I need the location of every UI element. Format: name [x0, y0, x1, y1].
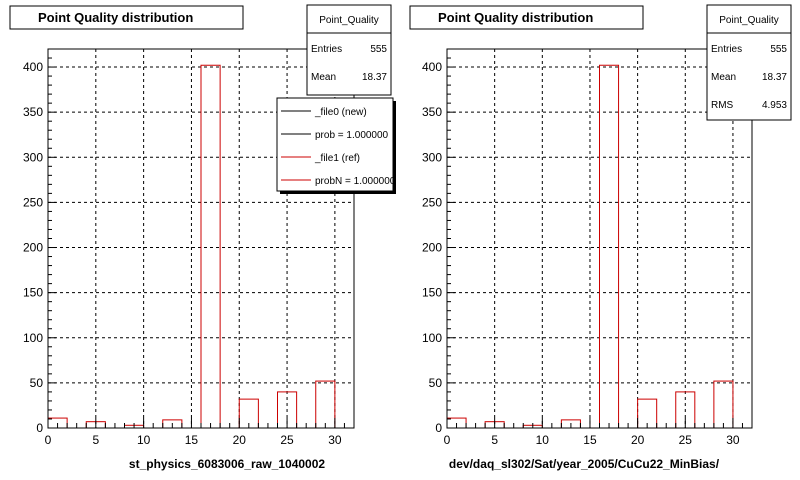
- y-tick-label: 200: [422, 241, 442, 255]
- stats-box: [706, 4, 792, 121]
- stats-label: Mean: [311, 72, 336, 83]
- legend-label: probN = 1.000000: [315, 176, 396, 187]
- stats-label: Entries: [311, 44, 342, 55]
- stats-label: RMS: [711, 100, 734, 111]
- y-tick-label: 0: [435, 421, 442, 435]
- y-tick-label: 0: [36, 421, 43, 435]
- right-histogram-panel: 0 50 100 150 200 250 300 350 400 0 5 10 15 20 25 30 dev/…: [409, 4, 792, 471]
- y-tick-label: 100: [23, 331, 43, 345]
- y-tick-label: 400: [23, 60, 43, 74]
- y-tick-label: 100: [422, 331, 442, 345]
- y-tick-label: 250: [23, 195, 43, 209]
- chart-title: Point Quality distribution: [38, 10, 193, 25]
- x-tick-label: 0: [45, 433, 52, 447]
- x-tick-label: 10: [536, 433, 550, 447]
- left-histogram-panel: 0 50 100 150 200 250 300 350 400 0 5 10 15 20 25 30st_p…: [9, 4, 396, 471]
- x-tick-label: 20: [233, 433, 247, 447]
- y-tick-label: 50: [30, 376, 44, 390]
- legend-label: _file0 (new): [314, 107, 367, 118]
- x-tick-label: 25: [679, 433, 693, 447]
- y-tick-label: 250: [422, 195, 442, 209]
- legend-label: prob = 1.000000: [315, 130, 389, 141]
- y-tick-label: 350: [23, 105, 43, 119]
- stats-box-name: Point_Quality: [319, 15, 378, 26]
- y-tick-label: 150: [23, 286, 43, 300]
- x-tick-label: 0: [444, 433, 451, 447]
- legend-box: [276, 97, 394, 192]
- x-axis-label: dev/daq_sl302/Sat/year_2005/CuCu22_MinBi…: [449, 457, 720, 471]
- legend-label: _file1 (ref): [314, 153, 360, 164]
- stats-value: 18.37: [362, 72, 387, 83]
- x-tick-label: 25: [280, 433, 294, 447]
- y-tick-label: 350: [422, 105, 442, 119]
- y-tick-label: 50: [429, 376, 443, 390]
- stats-value: 555: [770, 44, 787, 55]
- stats-value: 4.953: [762, 100, 787, 111]
- x-tick-label: 20: [631, 433, 645, 447]
- stats-label: Entries: [711, 44, 742, 55]
- stats-value: 555: [370, 44, 387, 55]
- stats-value: 18.37: [762, 72, 787, 83]
- y-tick-label: 300: [422, 150, 442, 164]
- x-tick-label: 30: [726, 433, 740, 447]
- chart-title: Point Quality distribution: [438, 10, 593, 25]
- y-tick-label: 400: [422, 60, 442, 74]
- x-tick-label: 30: [328, 433, 342, 447]
- y-tick-label: 300: [23, 150, 43, 164]
- legend-entries: _file0 (new) prob = 1.000000 _file1 (ref) p…: [281, 107, 396, 187]
- stats-box: [306, 4, 392, 96]
- x-tick-label: 15: [185, 433, 199, 447]
- x-tick-label: 5: [92, 433, 99, 447]
- x-tick-label: 5: [491, 433, 498, 447]
- title-box: [409, 5, 644, 30]
- stats-box-name: Point_Quality: [719, 15, 778, 26]
- y-tick-label: 150: [422, 286, 442, 300]
- x-axis-label: st_physics_6083006_raw_1040002: [129, 457, 325, 471]
- stats-label: Mean: [711, 72, 736, 83]
- x-tick-label: 15: [583, 433, 597, 447]
- title-box: [9, 5, 244, 30]
- y-tick-label: 200: [23, 241, 43, 255]
- x-tick-label: 10: [137, 433, 151, 447]
